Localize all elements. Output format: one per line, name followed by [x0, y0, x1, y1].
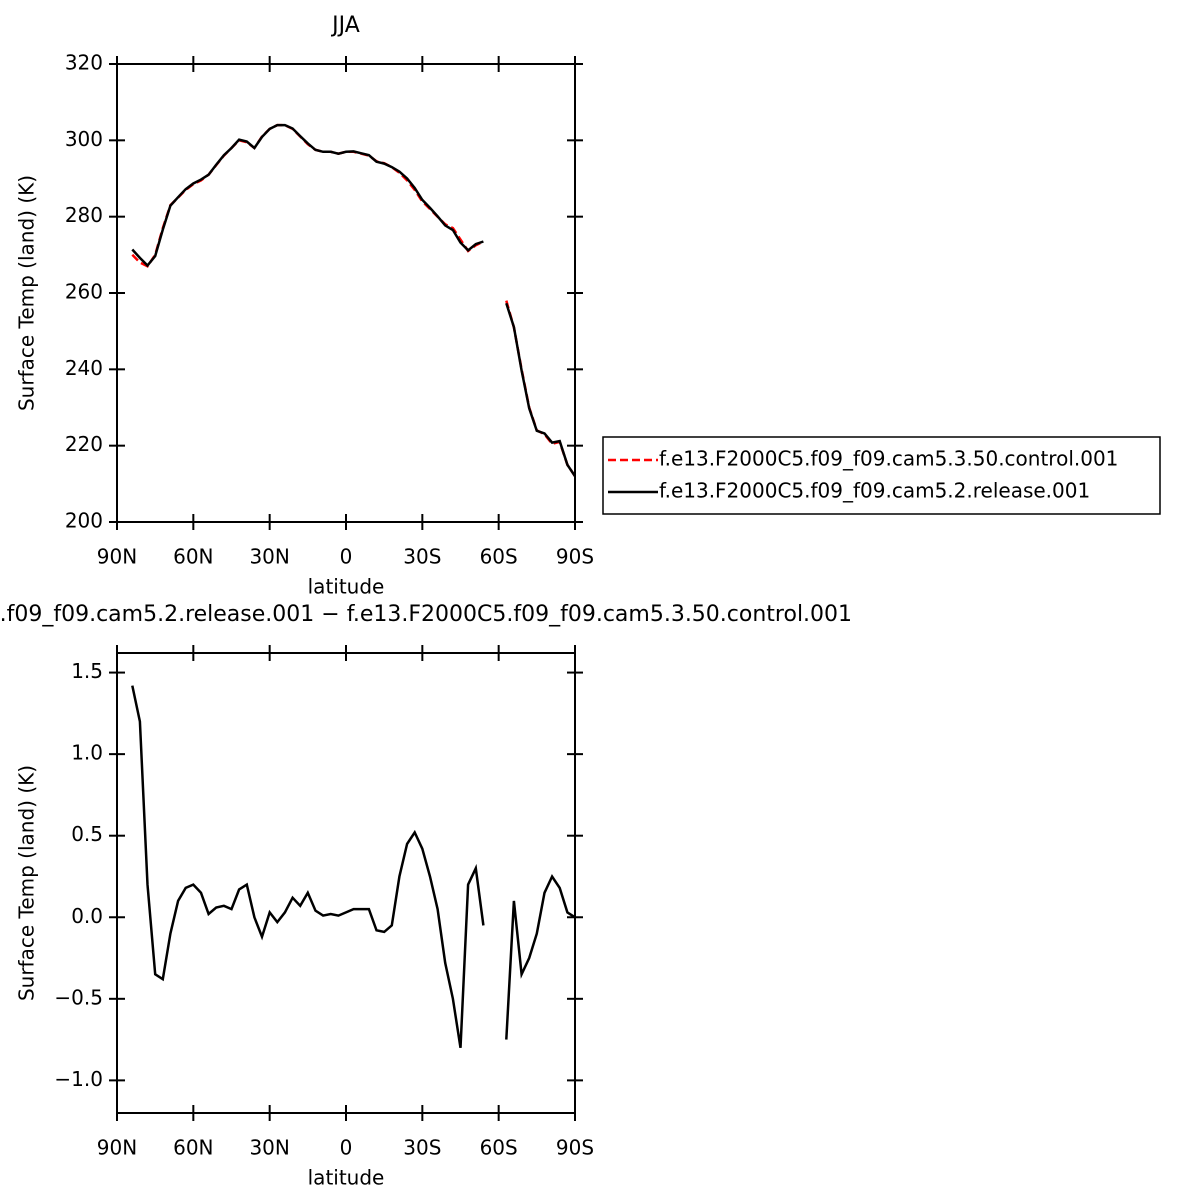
y-tick-label: 200: [65, 509, 103, 533]
y-tick-label: 280: [65, 203, 103, 227]
y-tick-label: 1.5: [71, 659, 103, 683]
legend-label: f.e13.F2000C5.f09_f09.cam5.3.50.control.…: [659, 447, 1118, 471]
data-line: [131, 123, 577, 477]
x-tick-label: 60N: [173, 1136, 213, 1160]
x-tick-label: 30S: [403, 1136, 441, 1160]
x-tick-label: 0: [340, 1136, 353, 1160]
y-tick-label: 1.0: [71, 741, 103, 765]
plot-frame: [116, 63, 576, 523]
y-tick-label: −0.5: [54, 985, 103, 1009]
y-tick-label: 300: [65, 127, 103, 151]
chart-title: JJA: [330, 13, 360, 38]
x-tick-label: 60N: [173, 545, 213, 569]
x-tick-label: 90S: [556, 545, 594, 569]
plot-frame: [116, 652, 576, 1114]
x-tick-label: 60S: [480, 1136, 518, 1160]
y-tick-label: 0.0: [71, 904, 103, 928]
legend-box: [602, 436, 1161, 515]
y-tick-label: 320: [65, 51, 103, 75]
x-tick-label: 90N: [97, 1136, 137, 1160]
x-tick-label: 0: [340, 545, 353, 569]
x-tick-label: 60S: [480, 545, 518, 569]
x-axis-label: latitude: [308, 1166, 385, 1190]
y-tick-label: 0.5: [71, 822, 103, 846]
y-tick-label: −1.0: [54, 1067, 103, 1091]
x-tick-label: 30S: [403, 545, 441, 569]
x-tick-label: 30N: [249, 545, 289, 569]
chart-title: f.e13.F2000C5.f09_f09.cam5.2.release.001…: [0, 602, 852, 627]
legend-label: f.e13.F2000C5.f09_f09.cam5.2.release.001: [659, 479, 1090, 503]
x-tick-label: 90N: [97, 545, 137, 569]
x-tick-label: 90S: [556, 1136, 594, 1160]
x-axis-label: latitude: [308, 575, 385, 599]
data-line: [131, 685, 576, 1048]
y-axis-label: Surface Temp (land) (K): [15, 765, 39, 1001]
data-line: [131, 123, 577, 477]
y-tick-label: 240: [65, 356, 103, 380]
y-tick-label: 220: [65, 432, 103, 456]
y-tick-label: 260: [65, 280, 103, 304]
x-tick-label: 30N: [249, 1136, 289, 1160]
y-axis-label: Surface Temp (land) (K): [15, 175, 39, 411]
